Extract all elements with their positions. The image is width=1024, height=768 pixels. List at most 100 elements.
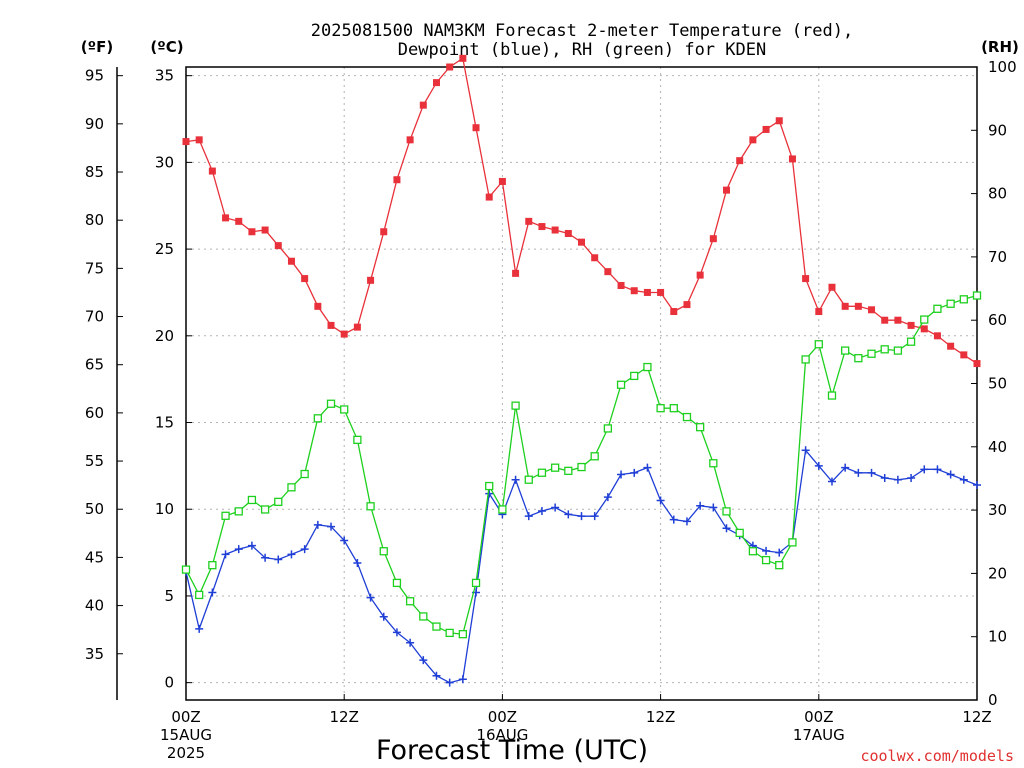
data-point — [802, 275, 810, 283]
data-point — [234, 545, 243, 554]
data-point — [972, 291, 982, 300]
data-point — [630, 287, 638, 295]
celsius-tick-label: 25 — [155, 240, 174, 258]
data-point — [274, 497, 283, 507]
data-point — [841, 302, 849, 310]
data-point — [907, 474, 916, 483]
series-temperature — [182, 54, 981, 368]
data-point — [814, 461, 823, 470]
data-point — [274, 242, 282, 250]
fahrenheit-tick-label: 95 — [85, 67, 104, 85]
data-point — [709, 503, 718, 512]
x-tick-label: 12Z — [330, 708, 359, 726]
data-point — [498, 505, 507, 514]
rh-tick-label: 40 — [988, 438, 1007, 456]
rh-tick-label: 10 — [988, 628, 1007, 646]
data-point — [524, 512, 533, 521]
data-point — [893, 475, 902, 484]
data-point — [867, 349, 876, 358]
data-point — [920, 465, 929, 474]
data-point — [603, 493, 612, 502]
data-point — [432, 622, 441, 631]
x-tick-label: 16AUG — [476, 726, 528, 744]
data-point — [682, 412, 692, 422]
data-point — [867, 468, 876, 477]
data-point — [248, 228, 256, 236]
data-point — [893, 346, 903, 355]
data-point — [537, 506, 546, 515]
data-point — [947, 342, 955, 350]
data-point — [973, 480, 981, 489]
data-point — [182, 138, 190, 146]
data-point — [735, 528, 744, 538]
data-point — [485, 193, 493, 201]
rh-tick-label: 70 — [988, 248, 1007, 266]
fahrenheit-tick-label: 80 — [85, 211, 104, 229]
data-point — [564, 510, 573, 519]
data-point — [261, 553, 270, 562]
rh-tick-label: 0 — [988, 691, 998, 709]
fahrenheit-tick-label: 75 — [85, 259, 104, 277]
celsius-unit-label: (ºC) — [150, 38, 183, 56]
data-point — [761, 555, 771, 565]
x-tick-label: 17AUG — [793, 726, 845, 744]
data-point — [327, 321, 335, 329]
fahrenheit-tick-label: 50 — [85, 500, 104, 518]
data-point — [432, 671, 441, 680]
data-point — [617, 282, 625, 290]
x-tick-label: 15AUG — [160, 726, 212, 744]
x-tick-label: 00Z — [171, 708, 200, 726]
data-point — [538, 223, 546, 231]
data-point — [762, 125, 770, 133]
data-point — [907, 321, 915, 329]
celsius-axis-ticks: 0 5 10 15 20 25 30 35 — [155, 67, 192, 692]
data-point — [868, 306, 876, 314]
data-point — [960, 351, 968, 359]
data-point — [367, 276, 375, 284]
data-point — [195, 136, 203, 144]
data-point — [815, 308, 823, 316]
data-point — [656, 496, 665, 505]
data-point — [577, 462, 586, 472]
celsius-tick-label: 10 — [155, 500, 174, 518]
data-point — [630, 371, 639, 381]
celsius-tick-label: 30 — [155, 153, 174, 171]
data-point — [827, 477, 836, 486]
data-point — [577, 512, 586, 521]
data-point — [775, 561, 784, 570]
data-point — [340, 536, 349, 545]
data-point — [920, 315, 929, 324]
x-tick-label: 00Z — [804, 708, 833, 726]
data-point — [392, 578, 402, 588]
data-point — [366, 502, 375, 511]
fahrenheit-tick-label: 70 — [85, 308, 104, 326]
rh-axis-ticks: 0 10 20 30 40 50 60 70 80 90 100 — [971, 58, 1017, 709]
data-point — [881, 316, 889, 324]
data-point — [591, 254, 599, 262]
credit-text: coolwx.com/models — [860, 747, 1014, 765]
data-point — [709, 235, 717, 243]
data-point — [235, 217, 243, 225]
data-point — [300, 469, 309, 479]
rh-tick-label: 50 — [988, 375, 1007, 393]
data-point — [722, 507, 731, 516]
series-dewpoint — [182, 446, 981, 687]
data-point — [471, 578, 481, 588]
data-point — [959, 295, 968, 304]
data-point — [326, 399, 336, 408]
data-point — [959, 475, 968, 484]
fahrenheit-unit-label: (ºF) — [81, 38, 113, 56]
data-point — [736, 157, 744, 165]
fahrenheit-tick-label: 90 — [85, 115, 104, 133]
data-point — [920, 325, 928, 333]
data-point — [405, 597, 415, 606]
data-point — [300, 545, 309, 554]
data-point — [366, 593, 375, 602]
data-point — [854, 468, 863, 477]
data-point — [511, 401, 520, 410]
data-point — [498, 177, 506, 185]
data-point — [801, 355, 810, 364]
data-point — [722, 524, 731, 533]
data-point — [313, 520, 322, 529]
